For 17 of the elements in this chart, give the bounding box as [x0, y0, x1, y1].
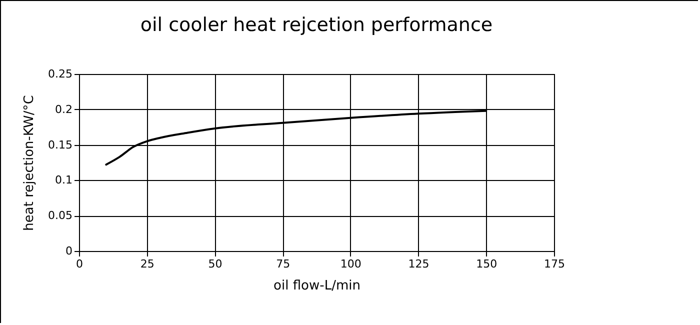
- x-tick-label: 150: [476, 258, 498, 270]
- chart-title: oil cooler heat rejcetion performance: [140, 14, 493, 36]
- x-tick-label: 100: [340, 258, 362, 270]
- x-tick-label: 25: [140, 258, 154, 270]
- y-tick-label: 0.2: [55, 102, 72, 116]
- x-tick-label: 75: [276, 258, 290, 270]
- y-tick-label: 0.1: [55, 174, 72, 187]
- x-tick-label: 175: [544, 258, 565, 270]
- y-tick-label: 0.15: [48, 138, 72, 152]
- y-tick-label: 0.25: [48, 68, 72, 80]
- x-tick-label: 125: [408, 258, 430, 270]
- y-tick-label: 0: [66, 244, 72, 258]
- x-tick-label: 50: [208, 258, 222, 270]
- x-tick-label: 0: [76, 258, 83, 270]
- x-axis-title: oil flow-L/min: [274, 278, 360, 294]
- y-axis-title: heat rejection-KW/°C: [22, 95, 38, 231]
- y-tick-label: 0.05: [48, 209, 72, 222]
